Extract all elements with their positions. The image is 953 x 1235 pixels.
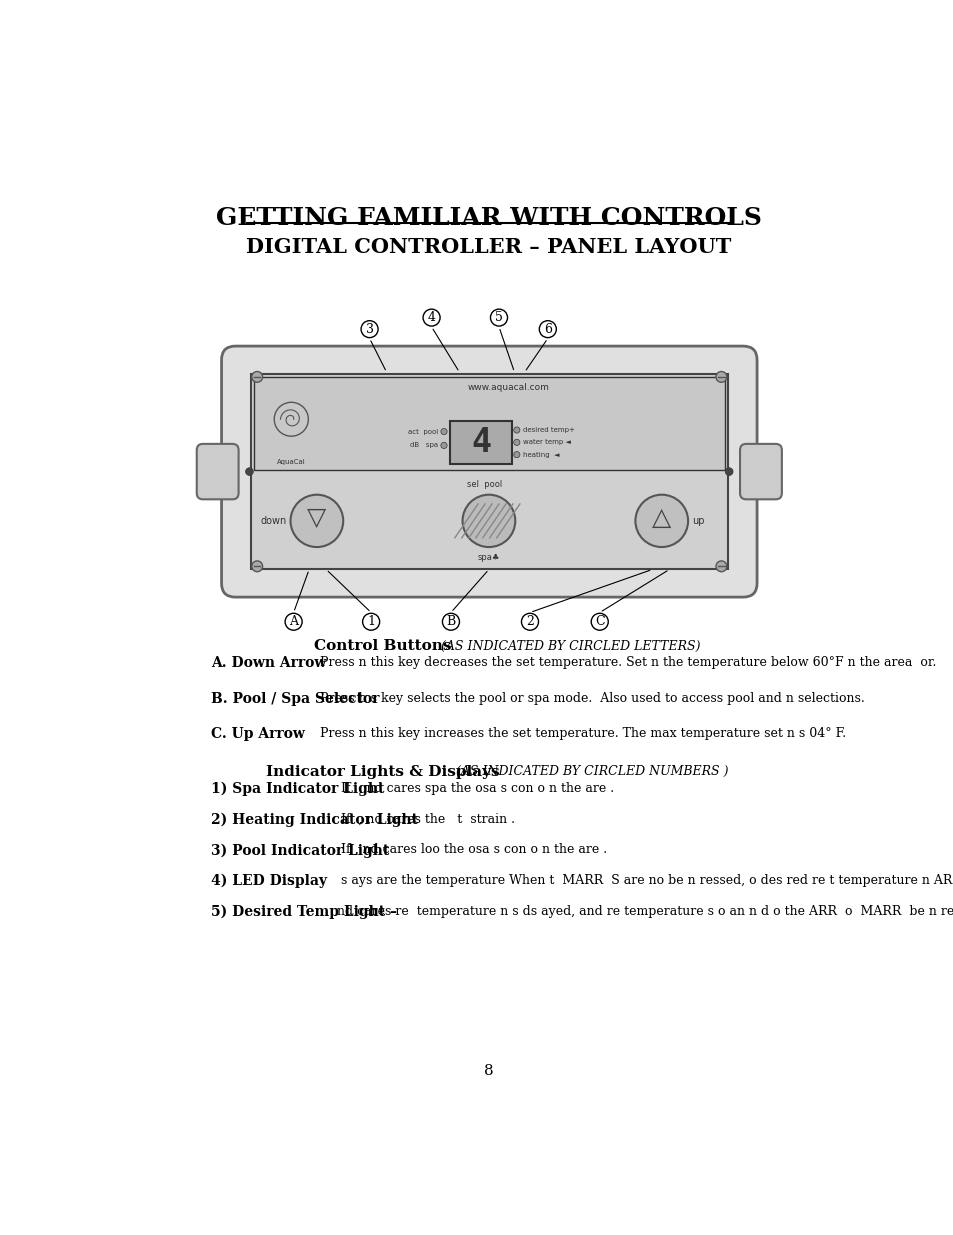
Circle shape — [440, 429, 447, 435]
Circle shape — [513, 427, 519, 433]
FancyBboxPatch shape — [253, 377, 723, 471]
FancyBboxPatch shape — [740, 443, 781, 499]
Circle shape — [635, 495, 687, 547]
Text: 2) Heating Indicator Light: 2) Heating Indicator Light — [211, 813, 417, 827]
Circle shape — [724, 468, 732, 475]
Text: If  , nd cares the   t  strain .: If , nd cares the t strain . — [333, 813, 515, 825]
Text: 4) LED Display: 4) LED Display — [211, 874, 327, 888]
Text: GETTING FAMILIAR WITH CONTROLS: GETTING FAMILIAR WITH CONTROLS — [215, 206, 761, 230]
Circle shape — [513, 452, 519, 458]
Circle shape — [252, 561, 262, 572]
Text: Press h s key selects the pool or spa mode.  Also used to access pool and n sele: Press h s key selects the pool or spa mo… — [307, 692, 863, 704]
Text: (AS INDICATED BY CIRCLED LETTERS): (AS INDICATED BY CIRCLED LETTERS) — [436, 640, 700, 652]
Text: 1) Spa Indicator Light: 1) Spa Indicator Light — [211, 782, 384, 797]
Text: 5) Desired Temp Light –: 5) Desired Temp Light – — [211, 905, 396, 919]
Circle shape — [513, 440, 519, 446]
Text: spa♣: spa♣ — [477, 553, 499, 562]
Text: www.aquacal.com: www.aquacal.com — [467, 383, 549, 391]
FancyBboxPatch shape — [450, 421, 512, 464]
Text: 3) Pool Indicator Light: 3) Pool Indicator Light — [211, 844, 389, 857]
Text: s ays are the temperature When t  MARR  S are no be n ressed, o des red re t tem: s ays are the temperature When t MARR S … — [333, 874, 953, 887]
Text: B. Pool / Spa Selector: B. Pool / Spa Selector — [211, 692, 378, 705]
Circle shape — [716, 561, 726, 572]
Text: Control Buttons: Control Buttons — [314, 640, 451, 653]
FancyBboxPatch shape — [196, 443, 238, 499]
Text: DIGITAL CONTROLLER – PANEL LAYOUT: DIGITAL CONTROLLER – PANEL LAYOUT — [246, 237, 731, 257]
Circle shape — [462, 495, 515, 547]
Text: 4: 4 — [471, 426, 491, 459]
Text: Press n this key increases the set temperature. The max temperature set n s 04° : Press n this key increases the set tempe… — [307, 726, 844, 740]
Text: nd cares re  temperature n s ds ayed, and re temperature s o an n d o the ARR  o: nd cares re temperature n s ds ayed, and… — [333, 905, 953, 918]
Circle shape — [252, 372, 262, 383]
Text: C: C — [595, 615, 604, 629]
Circle shape — [440, 442, 447, 448]
Text: If , nd cares loo the osa s con o n the are .: If , nd cares loo the osa s con o n the … — [333, 844, 607, 856]
Text: Press n this key decreases the set temperature. Set n the temperature below 60°F: Press n this key decreases the set tempe… — [307, 656, 935, 669]
Text: 3: 3 — [365, 322, 374, 336]
Text: 1: 1 — [367, 615, 375, 629]
Text: 8: 8 — [483, 1063, 494, 1078]
Text: C. Up Arrow: C. Up Arrow — [211, 726, 304, 741]
Text: dB   spa: dB spa — [409, 442, 437, 448]
Text: water temp ◄: water temp ◄ — [522, 440, 570, 446]
Text: down: down — [260, 516, 286, 526]
Text: up: up — [691, 516, 703, 526]
Text: A. Down Arrow: A. Down Arrow — [211, 656, 326, 671]
FancyBboxPatch shape — [221, 346, 757, 597]
Text: A: A — [289, 615, 297, 629]
Text: △: △ — [652, 506, 671, 530]
Text: AquaCal: AquaCal — [276, 459, 305, 466]
Text: (AS INDICATED BY CIRCLED NUMBERS ): (AS INDICATED BY CIRCLED NUMBERS ) — [452, 764, 728, 778]
Text: If  , nd cares spa the osa s con o n the are .: If , nd cares spa the osa s con o n the … — [333, 782, 614, 795]
Circle shape — [245, 468, 253, 475]
Text: 5: 5 — [495, 311, 502, 324]
Text: 4: 4 — [427, 311, 436, 324]
Text: Indicator Lights & Displays: Indicator Lights & Displays — [266, 764, 499, 779]
Text: heating  ◄: heating ◄ — [522, 452, 559, 458]
Text: sel  pool: sel pool — [467, 479, 502, 489]
FancyBboxPatch shape — [251, 374, 727, 569]
Text: 6: 6 — [543, 322, 551, 336]
Text: ▽: ▽ — [307, 506, 326, 530]
Text: desired temp+: desired temp+ — [522, 427, 575, 433]
Text: B: B — [446, 615, 456, 629]
Text: act  pool: act pool — [407, 429, 437, 435]
Text: 2: 2 — [525, 615, 534, 629]
Circle shape — [291, 495, 343, 547]
Circle shape — [716, 372, 726, 383]
